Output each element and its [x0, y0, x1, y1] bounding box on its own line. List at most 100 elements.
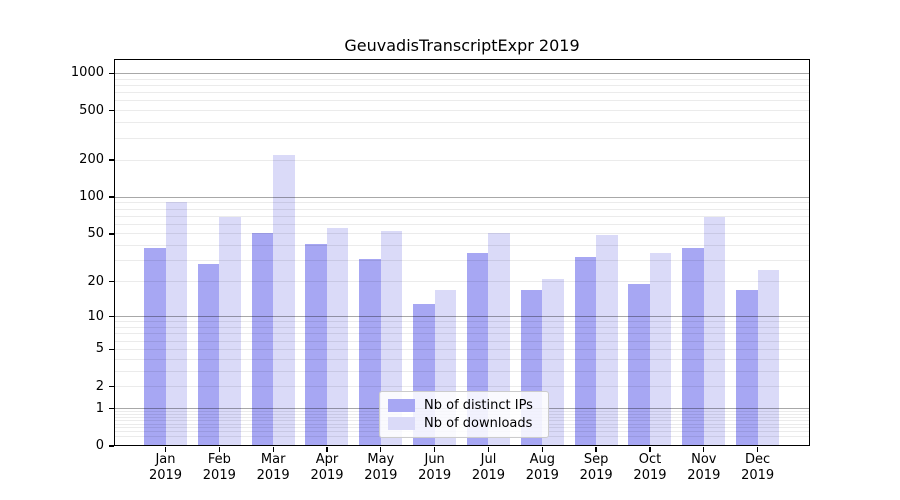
x-tick-label-line: Dec — [745, 452, 771, 467]
legend: Nb of distinct IPs Nb of downloads — [379, 391, 549, 438]
x-tick-label: Oct 2019 — [622, 452, 678, 484]
x-tick-label: Feb 2019 — [191, 452, 247, 484]
y-tick-label: 20 — [87, 273, 104, 289]
y-tick-mark — [108, 316, 114, 318]
x-tick-mark — [434, 446, 436, 452]
gridline-minor — [114, 208, 810, 210]
gridline-major — [114, 72, 810, 74]
x-tick-label: Jan 2019 — [138, 452, 194, 484]
x-tick-label-line: Jan — [155, 452, 176, 467]
x-tick-label: Nov 2019 — [676, 452, 732, 484]
x-tick-label: Aug 2019 — [514, 452, 570, 484]
gridline-minor — [114, 78, 810, 80]
legend-label-downloads: Nb of downloads — [424, 416, 533, 432]
legend-swatch-distinct-ips-icon — [388, 398, 415, 412]
gridline-minor — [114, 233, 810, 235]
gridline-minor — [114, 84, 810, 86]
x-tick-label-line: 2019 — [687, 468, 721, 483]
bar-downloads — [326, 227, 349, 446]
y-tick-mark — [108, 72, 114, 75]
x-tick-mark — [595, 446, 597, 452]
x-tick-label-line: Aug — [529, 452, 555, 467]
bar-distinct-ips — [682, 248, 704, 446]
gridline-minor — [114, 348, 810, 350]
gridline-minor — [114, 260, 810, 262]
x-tick-label-line: Mar — [260, 452, 286, 467]
x-tick-label-line: Nov — [691, 452, 717, 467]
bar-downloads — [757, 270, 780, 446]
gridline-minor — [114, 281, 810, 283]
legend-item-downloads: Nb of downloads — [388, 415, 540, 434]
y-tick-label: 10 — [87, 308, 104, 324]
x-tick-label: Mar 2019 — [245, 452, 301, 484]
gridline-minor — [114, 327, 810, 329]
x-tick-label-line: Apr — [315, 452, 339, 467]
x-tick-label-line: 2019 — [310, 468, 344, 483]
x-tick-label: Apr 2019 — [299, 452, 355, 484]
x-tick-label-line: 2019 — [364, 468, 398, 483]
x-tick-label-line: 2019 — [256, 468, 290, 483]
y-tick-mark — [108, 348, 114, 351]
x-tick-label: Dec 2019 — [730, 452, 786, 484]
x-tick-mark — [756, 446, 759, 452]
bar-downloads — [273, 154, 295, 446]
gridline-minor — [114, 122, 810, 124]
gridline-minor — [114, 321, 810, 323]
y-tick-mark — [108, 233, 114, 235]
x-tick-label: Jul 2019 — [460, 452, 516, 484]
y-tick-label: 50 — [87, 225, 104, 241]
y-tick-mark — [108, 407, 114, 410]
x-tick-label-line: Jun — [424, 452, 445, 467]
x-tick-mark — [218, 446, 220, 452]
y-tick-mark — [108, 386, 114, 388]
gridline-major — [114, 316, 810, 318]
bar-distinct-ips — [251, 232, 274, 446]
x-tick-mark — [272, 446, 274, 452]
x-tick-label-line: 2019 — [471, 468, 506, 483]
gridline-minor — [114, 245, 810, 247]
bar-downloads — [596, 235, 618, 446]
gridline-minor — [114, 137, 810, 139]
x-tick-label-line: 2019 — [633, 468, 667, 483]
x-tick-label: Jun 2019 — [407, 452, 463, 484]
gridline-major — [114, 196, 810, 198]
legend-swatch-downloads-icon — [388, 417, 415, 431]
y-tick-mark — [108, 281, 114, 283]
x-tick-label-line: 2019 — [741, 468, 775, 483]
gridline-minor — [114, 159, 810, 161]
gridline-minor — [114, 215, 810, 217]
y-tick-label: 1 — [95, 400, 104, 416]
bar-distinct-ips — [628, 284, 650, 446]
y-tick-mark — [108, 196, 114, 198]
bar-distinct-ips — [144, 248, 166, 446]
gridline-minor — [114, 333, 810, 335]
gridline-minor — [114, 223, 810, 225]
y-tick-label: 5 — [95, 341, 104, 357]
y-tick-label: 0 — [95, 438, 104, 453]
y-tick-label: 200 — [79, 152, 104, 168]
x-tick-mark — [326, 446, 328, 452]
x-tick-mark — [487, 446, 490, 452]
y-tick-mark — [108, 110, 114, 112]
legend-item-distinct-ips: Nb of distinct IPs — [388, 396, 540, 415]
gridline-minor — [114, 340, 810, 342]
x-tick-label-line: 2019 — [148, 468, 183, 483]
bar-distinct-ips — [574, 257, 597, 446]
gridline-minor — [114, 100, 810, 102]
x-tick-mark — [380, 446, 382, 452]
x-tick-mark — [649, 446, 651, 452]
x-tick-label-line: Feb — [207, 452, 231, 467]
y-tick-mark — [108, 159, 114, 161]
x-tick-label-line: Jul — [480, 452, 497, 467]
bar-distinct-ips — [359, 259, 381, 446]
gridline-minor — [114, 370, 810, 372]
bar-distinct-ips — [197, 264, 220, 446]
x-tick-label-line: 2019 — [525, 468, 559, 483]
x-tick-label-line: 2019 — [579, 468, 613, 483]
x-tick-label-line: Oct — [638, 452, 662, 467]
x-tick-mark — [703, 446, 705, 452]
x-tick-label: May 2019 — [353, 452, 409, 484]
gridline-minor — [114, 202, 810, 204]
y-tick-label: 2 — [95, 378, 104, 394]
